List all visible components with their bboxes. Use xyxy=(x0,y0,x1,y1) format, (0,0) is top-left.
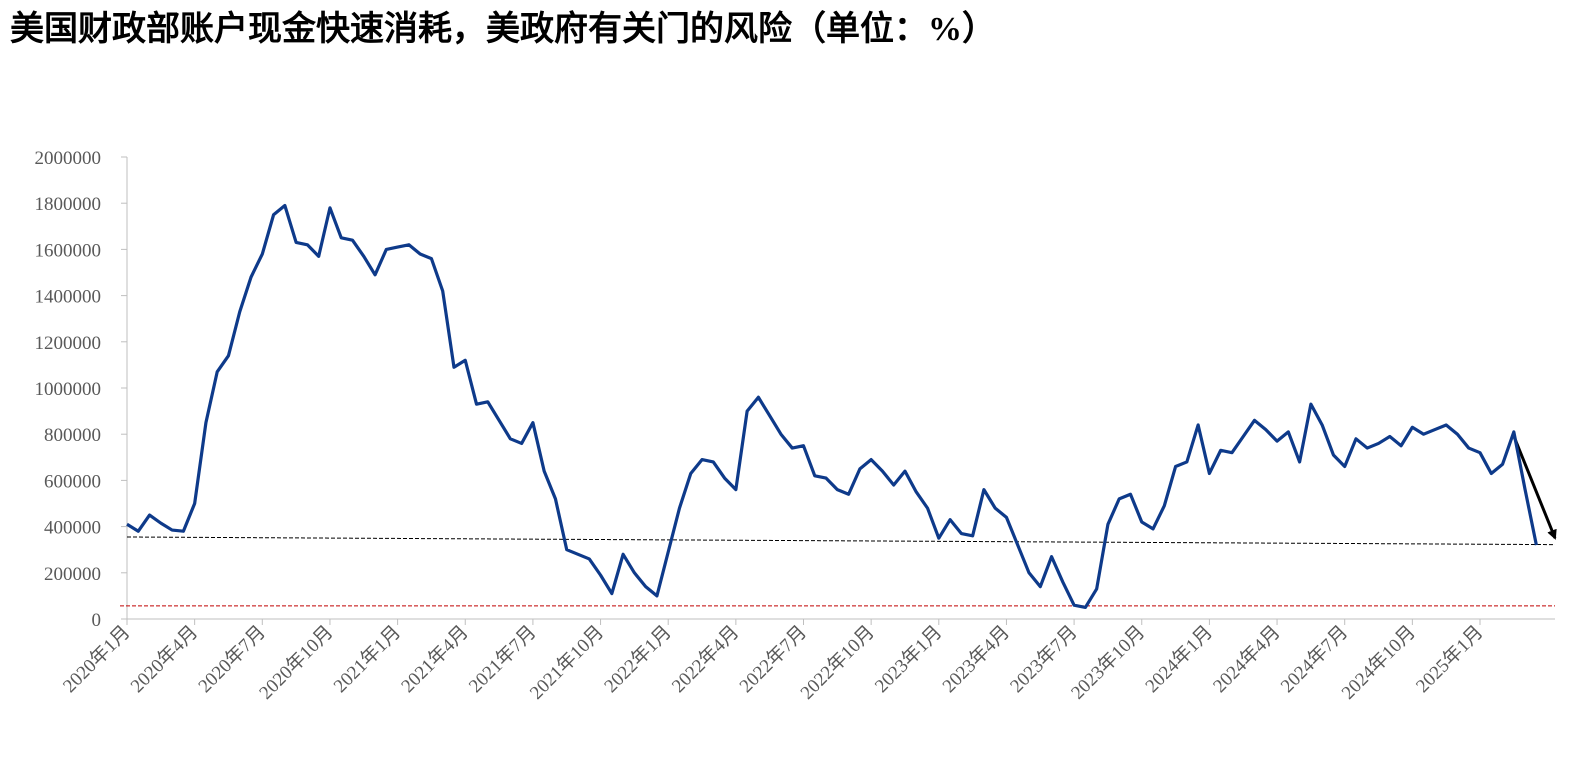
annotation-arrow xyxy=(1511,433,1557,540)
x-tick-label: 2020年10月 xyxy=(255,621,338,704)
y-tick-label: 1800000 xyxy=(35,194,102,215)
y-tick-label: 600000 xyxy=(44,471,101,492)
x-tick-label: 2022年4月 xyxy=(667,621,743,697)
x-tick-label: 2023年1月 xyxy=(870,621,946,697)
x-tick-label: 2022年10月 xyxy=(796,621,879,704)
data-line xyxy=(126,203,1538,610)
y-tick-label: 1400000 xyxy=(35,287,102,308)
trend-line xyxy=(126,536,1556,546)
x-tick-label: 2024年10月 xyxy=(1337,621,1420,704)
x-tick-label: 2023年10月 xyxy=(1067,621,1150,704)
x-tick-label: 2021年10月 xyxy=(525,621,608,704)
x-tick-label: 2022年1月 xyxy=(600,621,676,697)
x-tick-label: 2020年4月 xyxy=(126,621,202,697)
y-tick-label: 1200000 xyxy=(35,333,102,354)
x-tick-label: 2020年1月 xyxy=(59,621,135,697)
y-tick-label: 800000 xyxy=(44,425,101,446)
y-tick-label: 1600000 xyxy=(35,240,102,261)
x-tick-label: 2025年1月 xyxy=(1412,621,1488,697)
y-tick-label: 0 xyxy=(92,610,102,631)
x-tick-label: 2021年1月 xyxy=(329,621,405,697)
x-tick-label: 2023年4月 xyxy=(938,621,1014,697)
y-tick-label: 400000 xyxy=(44,518,101,539)
x-tick-label: 2024年1月 xyxy=(1141,621,1217,697)
y-tick-label: 200000 xyxy=(44,564,101,585)
chart-title: 美国财政部账户现金快速消耗，美政府有关门的风险（单位：%） xyxy=(10,9,996,48)
x-tick-label: 2024年4月 xyxy=(1209,621,1285,697)
x-tick-label: 2021年4月 xyxy=(397,621,473,697)
y-tick-label: 2000000 xyxy=(35,148,102,169)
y-tick-label: 1000000 xyxy=(35,379,102,400)
